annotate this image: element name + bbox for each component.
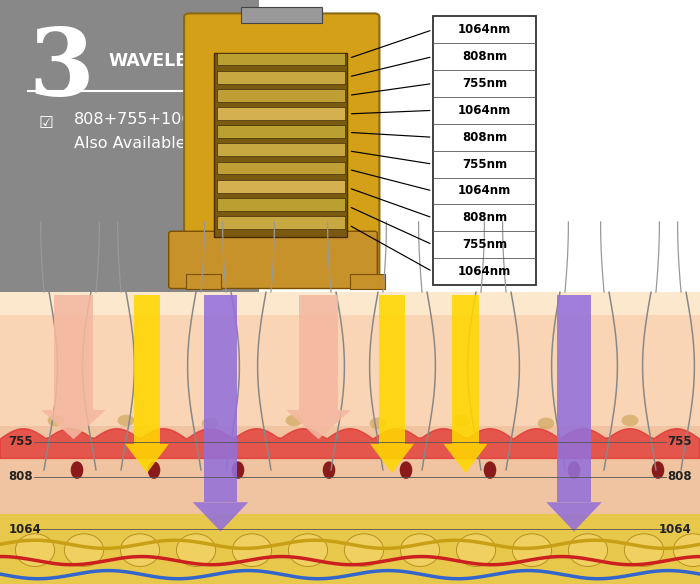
Text: 808nm: 808nm <box>462 211 507 224</box>
Circle shape <box>344 534 384 566</box>
Bar <box>217 162 345 175</box>
Ellipse shape <box>538 418 554 429</box>
Circle shape <box>624 534 664 566</box>
Bar <box>217 144 345 157</box>
Circle shape <box>15 534 55 566</box>
Text: WAVELENGTH: WAVELENGTH <box>108 53 243 70</box>
Circle shape <box>400 534 440 566</box>
Bar <box>214 53 346 237</box>
Ellipse shape <box>454 415 470 426</box>
Polygon shape <box>370 444 414 473</box>
Circle shape <box>120 534 160 566</box>
Text: ☑: ☑ <box>38 114 53 131</box>
Circle shape <box>176 534 216 566</box>
Circle shape <box>64 534 104 566</box>
Text: Also Available !: Also Available ! <box>74 135 197 151</box>
Ellipse shape <box>484 461 496 479</box>
Bar <box>217 216 345 229</box>
Ellipse shape <box>202 418 218 429</box>
Bar <box>557 295 591 502</box>
Bar <box>217 180 345 193</box>
Circle shape <box>568 534 608 566</box>
Text: 1064nm: 1064nm <box>458 23 511 36</box>
Text: 1064nm: 1064nm <box>458 104 511 117</box>
Ellipse shape <box>370 418 386 429</box>
Polygon shape <box>546 502 602 531</box>
Ellipse shape <box>622 415 638 426</box>
Text: 808nm: 808nm <box>462 131 507 144</box>
Bar <box>0 292 700 584</box>
Bar <box>452 295 479 444</box>
Ellipse shape <box>323 461 335 479</box>
Bar <box>217 107 345 120</box>
Polygon shape <box>444 444 487 473</box>
Ellipse shape <box>652 461 664 479</box>
Ellipse shape <box>148 461 160 479</box>
Ellipse shape <box>400 461 412 479</box>
Ellipse shape <box>118 415 134 426</box>
Circle shape <box>232 534 272 566</box>
Bar <box>54 295 93 410</box>
Bar <box>241 7 322 23</box>
Circle shape <box>673 534 700 566</box>
Bar <box>245 0 700 292</box>
Text: 755nm: 755nm <box>462 158 507 171</box>
Bar <box>0 0 259 298</box>
Bar <box>217 198 345 211</box>
Circle shape <box>456 534 496 566</box>
Bar <box>379 295 405 444</box>
Bar <box>217 89 345 102</box>
Bar <box>0 514 700 584</box>
Bar <box>217 71 345 84</box>
Bar <box>217 53 345 65</box>
Ellipse shape <box>232 461 244 479</box>
Text: 808nm: 808nm <box>462 50 507 63</box>
Text: 808: 808 <box>8 470 33 483</box>
Text: 755: 755 <box>667 435 692 448</box>
Bar <box>433 16 536 285</box>
Bar <box>299 295 338 410</box>
Circle shape <box>512 534 552 566</box>
Text: 755nm: 755nm <box>462 238 507 251</box>
Text: 808+755+1064nm: 808+755+1064nm <box>74 112 228 127</box>
Text: 755nm: 755nm <box>462 77 507 90</box>
Bar <box>0 292 700 315</box>
Bar <box>204 295 237 502</box>
Bar <box>217 125 345 138</box>
Text: 3: 3 <box>28 25 94 115</box>
Polygon shape <box>193 502 248 531</box>
Polygon shape <box>41 410 106 439</box>
Ellipse shape <box>568 461 580 479</box>
Text: 1064: 1064 <box>659 523 692 536</box>
Ellipse shape <box>286 415 302 426</box>
FancyBboxPatch shape <box>184 13 379 279</box>
Bar <box>134 295 160 444</box>
Bar <box>0 292 700 426</box>
Polygon shape <box>125 444 169 473</box>
FancyBboxPatch shape <box>169 231 377 288</box>
Ellipse shape <box>48 415 64 426</box>
Polygon shape <box>286 410 351 439</box>
Text: 1064nm: 1064nm <box>458 185 511 197</box>
Text: 755: 755 <box>8 435 33 448</box>
Text: 808: 808 <box>667 470 692 483</box>
Bar <box>350 274 385 289</box>
Ellipse shape <box>71 461 83 479</box>
Bar <box>0 426 700 514</box>
Bar <box>186 274 220 289</box>
Text: 1064nm: 1064nm <box>458 265 511 278</box>
Circle shape <box>288 534 328 566</box>
Text: 1064: 1064 <box>8 523 41 536</box>
